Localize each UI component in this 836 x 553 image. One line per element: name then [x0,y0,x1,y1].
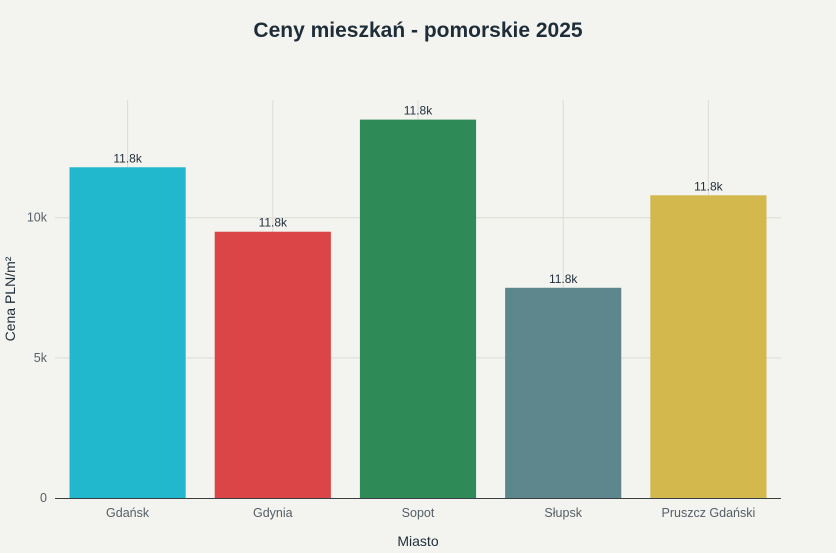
y-tick-labels: 0 5k 10k [27,211,48,505]
y-axis-title: Cena PLN/m² [2,256,18,341]
y-tick-label: 5k [34,351,48,365]
x-axis-title: Miasto [397,533,438,549]
x-tick-label: Gdańsk [106,506,150,520]
bar-value-label: 11.8k [549,272,578,286]
chart-title: Ceny mieszkań - pomorskie 2025 [253,19,582,42]
bar-value-label: 11.8k [404,104,433,118]
bar [359,119,477,498]
y-tick-label: 10k [27,211,48,225]
x-tick-label: Słupsk [544,506,582,520]
data-labels: 11.8k 11.8k 11.8k 11.8k 11.8k [113,104,723,286]
x-tick-label: Pruszcz Gdański [662,506,756,520]
x-tick-label: Gdynia [253,506,293,520]
y-tick-label: 0 [40,491,47,505]
bars [69,119,767,498]
bar [505,287,622,498]
bar [650,195,767,498]
bar-value-label: 11.8k [259,216,288,230]
bar [69,167,186,498]
bar [214,231,331,498]
x-tick-label: Sopot [402,506,435,520]
bar-value-label: 11.8k [694,179,723,193]
bar-value-label: 11.8k [113,151,142,165]
x-tick-labels: Gdańsk Gdynia Sopot Słupsk Pruszcz Gdański [106,506,755,520]
